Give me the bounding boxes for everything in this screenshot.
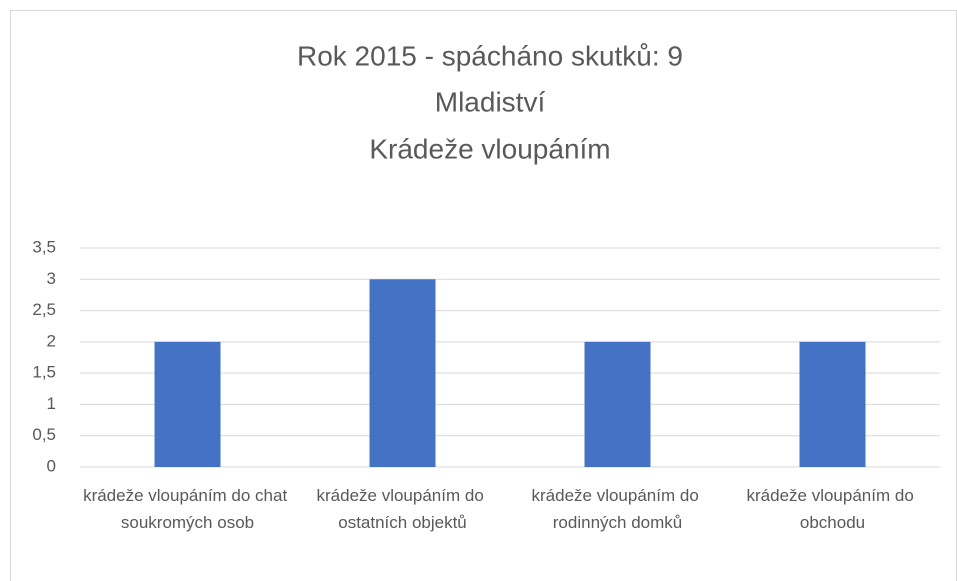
y-tick-label: 1 <box>47 394 56 413</box>
chart-border <box>10 10 957 581</box>
y-tick-label: 3 <box>47 269 56 288</box>
bar <box>369 279 436 467</box>
y-tick-label: 1,5 <box>32 363 56 382</box>
x-tick-label: krádeže vloupáním do obchodu <box>747 486 919 532</box>
y-tick-label: 2 <box>47 331 56 350</box>
bar <box>799 341 866 467</box>
bar <box>154 341 221 467</box>
chart-subtitle: Mladiství <box>435 86 546 117</box>
y-tick-label: 0,5 <box>32 425 56 444</box>
y-tick-label: 0 <box>47 456 56 475</box>
x-tick-label: krádeže vloupáním do ostatních objektů <box>317 486 489 532</box>
chart-title: Rok 2015 - spácháno skutků: 9 <box>297 40 683 71</box>
y-tick-label: 2,5 <box>32 300 56 319</box>
x-tick-label: krádeže vloupáním do rodinných domků <box>532 486 704 532</box>
x-tick-label: krádeže vloupáním do chat soukromých oso… <box>83 486 292 532</box>
bar <box>584 341 651 467</box>
y-tick-label: 3,5 <box>32 237 56 256</box>
chart-subtitle: Krádeže vloupáním <box>369 133 610 164</box>
